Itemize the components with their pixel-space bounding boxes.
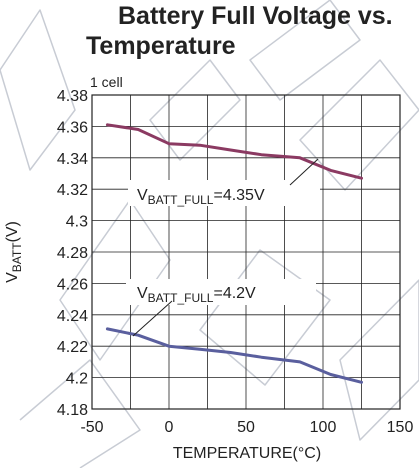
watermark-stroke: [199, 249, 331, 386]
grid: [91, 94, 401, 410]
watermark-stroke: [249, 0, 361, 101]
y-tick-label: 4.34: [57, 151, 88, 168]
plot-frame: [91, 94, 401, 410]
annotation-4-35v: VBATT_FULL=4.35V: [137, 187, 265, 207]
annotation-bg-4-2: [126, 279, 316, 305]
annotation-4-35v-sub: BATT_FULL: [148, 193, 214, 207]
y-tick-label: 4.3: [66, 214, 88, 231]
y-tick-label: 4.32: [57, 182, 88, 199]
annotation-4-2v-value: =4.2V: [213, 285, 256, 302]
y-tick-label: 4.24: [57, 308, 88, 325]
y-axis-label-unit: (V): [4, 221, 21, 242]
cell-note: 1 cell: [90, 74, 123, 90]
annotation-4-2v-leader: [132, 300, 173, 337]
series-line-2: [105, 327, 363, 384]
y-tick-label: 4.22: [57, 339, 88, 356]
annotation-bg-4-35: [128, 180, 320, 206]
y-axis-label-sub: BATT: [10, 242, 24, 272]
watermark-stroke: [149, 59, 241, 161]
watermark-stroke: [339, 279, 419, 441]
chart-title-line-2: Temperature: [86, 32, 236, 60]
annotation-4-2v: VBATT_FULL=4.2V: [137, 285, 256, 305]
series-line-1: [105, 123, 363, 180]
watermark-stroke: [59, 199, 171, 361]
annotation-4-35v-value: =4.35V: [213, 187, 264, 204]
chart-title-line-1: Battery Full Voltage vs.: [118, 2, 393, 30]
watermark-stroke: [19, 359, 141, 468]
x-tick-label: 0: [165, 419, 174, 436]
x-axis-label: TEMPERATURE(°C): [173, 445, 321, 462]
watermark-stroke: [299, 59, 419, 191]
x-tick-labels: -50 0 50 100 150: [80, 419, 413, 436]
x-tick-label: -50: [80, 419, 103, 436]
annotation-4-35v-main: V: [137, 187, 148, 204]
annotation-4-2v-sub: BATT_FULL: [148, 291, 214, 305]
x-tick-label: 50: [237, 419, 255, 436]
annotation-4-2v-main: V: [137, 285, 148, 302]
y-axis-label: VBATT(V): [4, 221, 24, 283]
x-tick-label: 150: [387, 419, 414, 436]
y-axis-label-main: V: [4, 272, 21, 283]
y-tick-label: 4.38: [57, 88, 88, 105]
y-tick-label: 4.26: [57, 276, 88, 293]
y-tick-label: 4.18: [57, 402, 88, 419]
y-tick-labels: 4.38 4.36 4.34 4.32 4.3 4.28 4.26 4.24 4.22 4.2 4.…: [57, 88, 88, 419]
x-tick-label: 100: [310, 419, 337, 436]
series-lines: [105, 123, 363, 384]
y-tick-label: 4.36: [57, 119, 88, 136]
y-tick-label: 4.2: [66, 371, 88, 388]
y-tick-label: 4.28: [57, 245, 88, 262]
watermark-stroke: [0, 9, 76, 171]
annotation-4-35v-leader: [289, 158, 319, 186]
